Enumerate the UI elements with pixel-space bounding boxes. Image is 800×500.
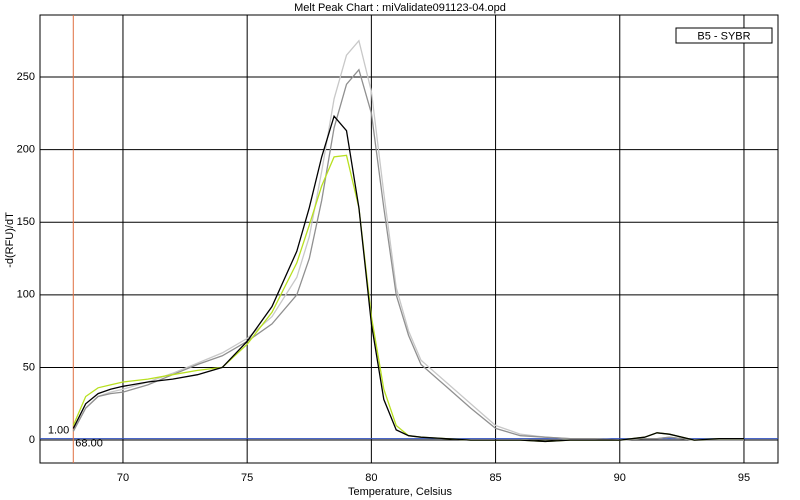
y-tick-label: 0 bbox=[29, 434, 35, 446]
y-tick-label: 200 bbox=[17, 144, 35, 156]
x-tick-label: 85 bbox=[489, 472, 501, 484]
y-tick-label: 100 bbox=[17, 289, 35, 301]
y-axis-label: -d(RFU)/dT bbox=[4, 212, 16, 268]
y-tick-label: 250 bbox=[17, 71, 35, 83]
chart-title: Melt Peak Chart : miValidate091123-04.op… bbox=[294, 2, 506, 14]
threshold-label: 1.00 bbox=[48, 425, 69, 437]
melt-curve bbox=[72, 114, 744, 443]
x-tick-label: 70 bbox=[117, 472, 129, 484]
y-tick-label: 50 bbox=[23, 361, 35, 373]
legend-box bbox=[675, 27, 773, 44]
x-tick-label: 80 bbox=[365, 472, 377, 484]
legend-label: B5 - SYBR bbox=[697, 30, 750, 42]
x-tick-label: 90 bbox=[614, 472, 626, 484]
y-tick-label: 150 bbox=[17, 216, 35, 228]
x-tick-label: 95 bbox=[738, 472, 750, 484]
cursor-label: 68.00 bbox=[75, 438, 103, 450]
plot-area bbox=[39, 14, 779, 464]
x-tick-label: 75 bbox=[241, 472, 253, 484]
x-axis-label: Temperature, Celsius bbox=[348, 486, 452, 498]
